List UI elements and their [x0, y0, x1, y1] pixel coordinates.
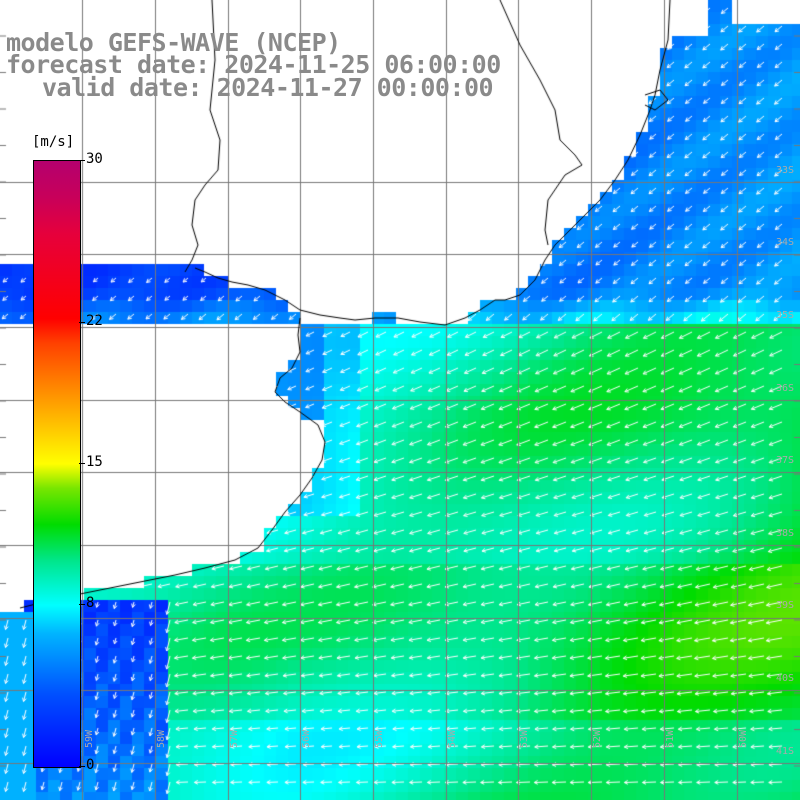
legend-tick-label: 8: [86, 595, 95, 612]
model-title: modelo GEFS-WAVE (NCEP): [6, 28, 341, 57]
forecast-date: forecast date: 2024-11-25 06:00:00: [6, 50, 501, 79]
latitude-label: 36S: [775, 383, 794, 394]
legend-tick-mark: [79, 321, 85, 323]
legend-unit: [m/s]: [32, 134, 75, 150]
longitude-label: 51W: [665, 729, 676, 748]
legend-tick-label: 0: [86, 757, 95, 773]
longitude-label: 52W: [592, 729, 603, 748]
latitude-label: 33S: [775, 165, 794, 176]
latitude-label: 38S: [775, 528, 794, 539]
valid-date: valid date: 2024-11-27 00:00:00: [42, 73, 494, 102]
legend-tick-label: 15: [86, 454, 103, 470]
longitude-label: 58W: [156, 729, 167, 748]
longitude-label: 56W: [301, 729, 312, 748]
legend-tick-label: 30: [86, 151, 103, 167]
latitude-label: 40S: [775, 673, 794, 684]
legend-tick-mark: [79, 604, 85, 606]
latitude-label: 35S: [775, 310, 794, 321]
latitude-label: 41S: [775, 746, 794, 757]
longitude-label: 59W: [84, 729, 95, 748]
latitude-label: 39S: [775, 600, 794, 611]
legend-tick-mark: [79, 160, 85, 161]
legend-tick-mark: [79, 766, 85, 767]
longitude-label: 53W: [519, 729, 530, 748]
longitude-label: 57W: [229, 729, 240, 748]
latitude-label: 37S: [775, 455, 794, 466]
longitude-label: 55W: [374, 729, 385, 748]
longitude-label: 50W: [738, 729, 749, 748]
longitude-label: 54W: [447, 729, 458, 748]
legend-tick-mark: [79, 463, 85, 464]
latitude-label: 34S: [775, 237, 794, 248]
color-scale-bar: [33, 160, 81, 768]
legend-tick-label: 22: [86, 312, 103, 329]
